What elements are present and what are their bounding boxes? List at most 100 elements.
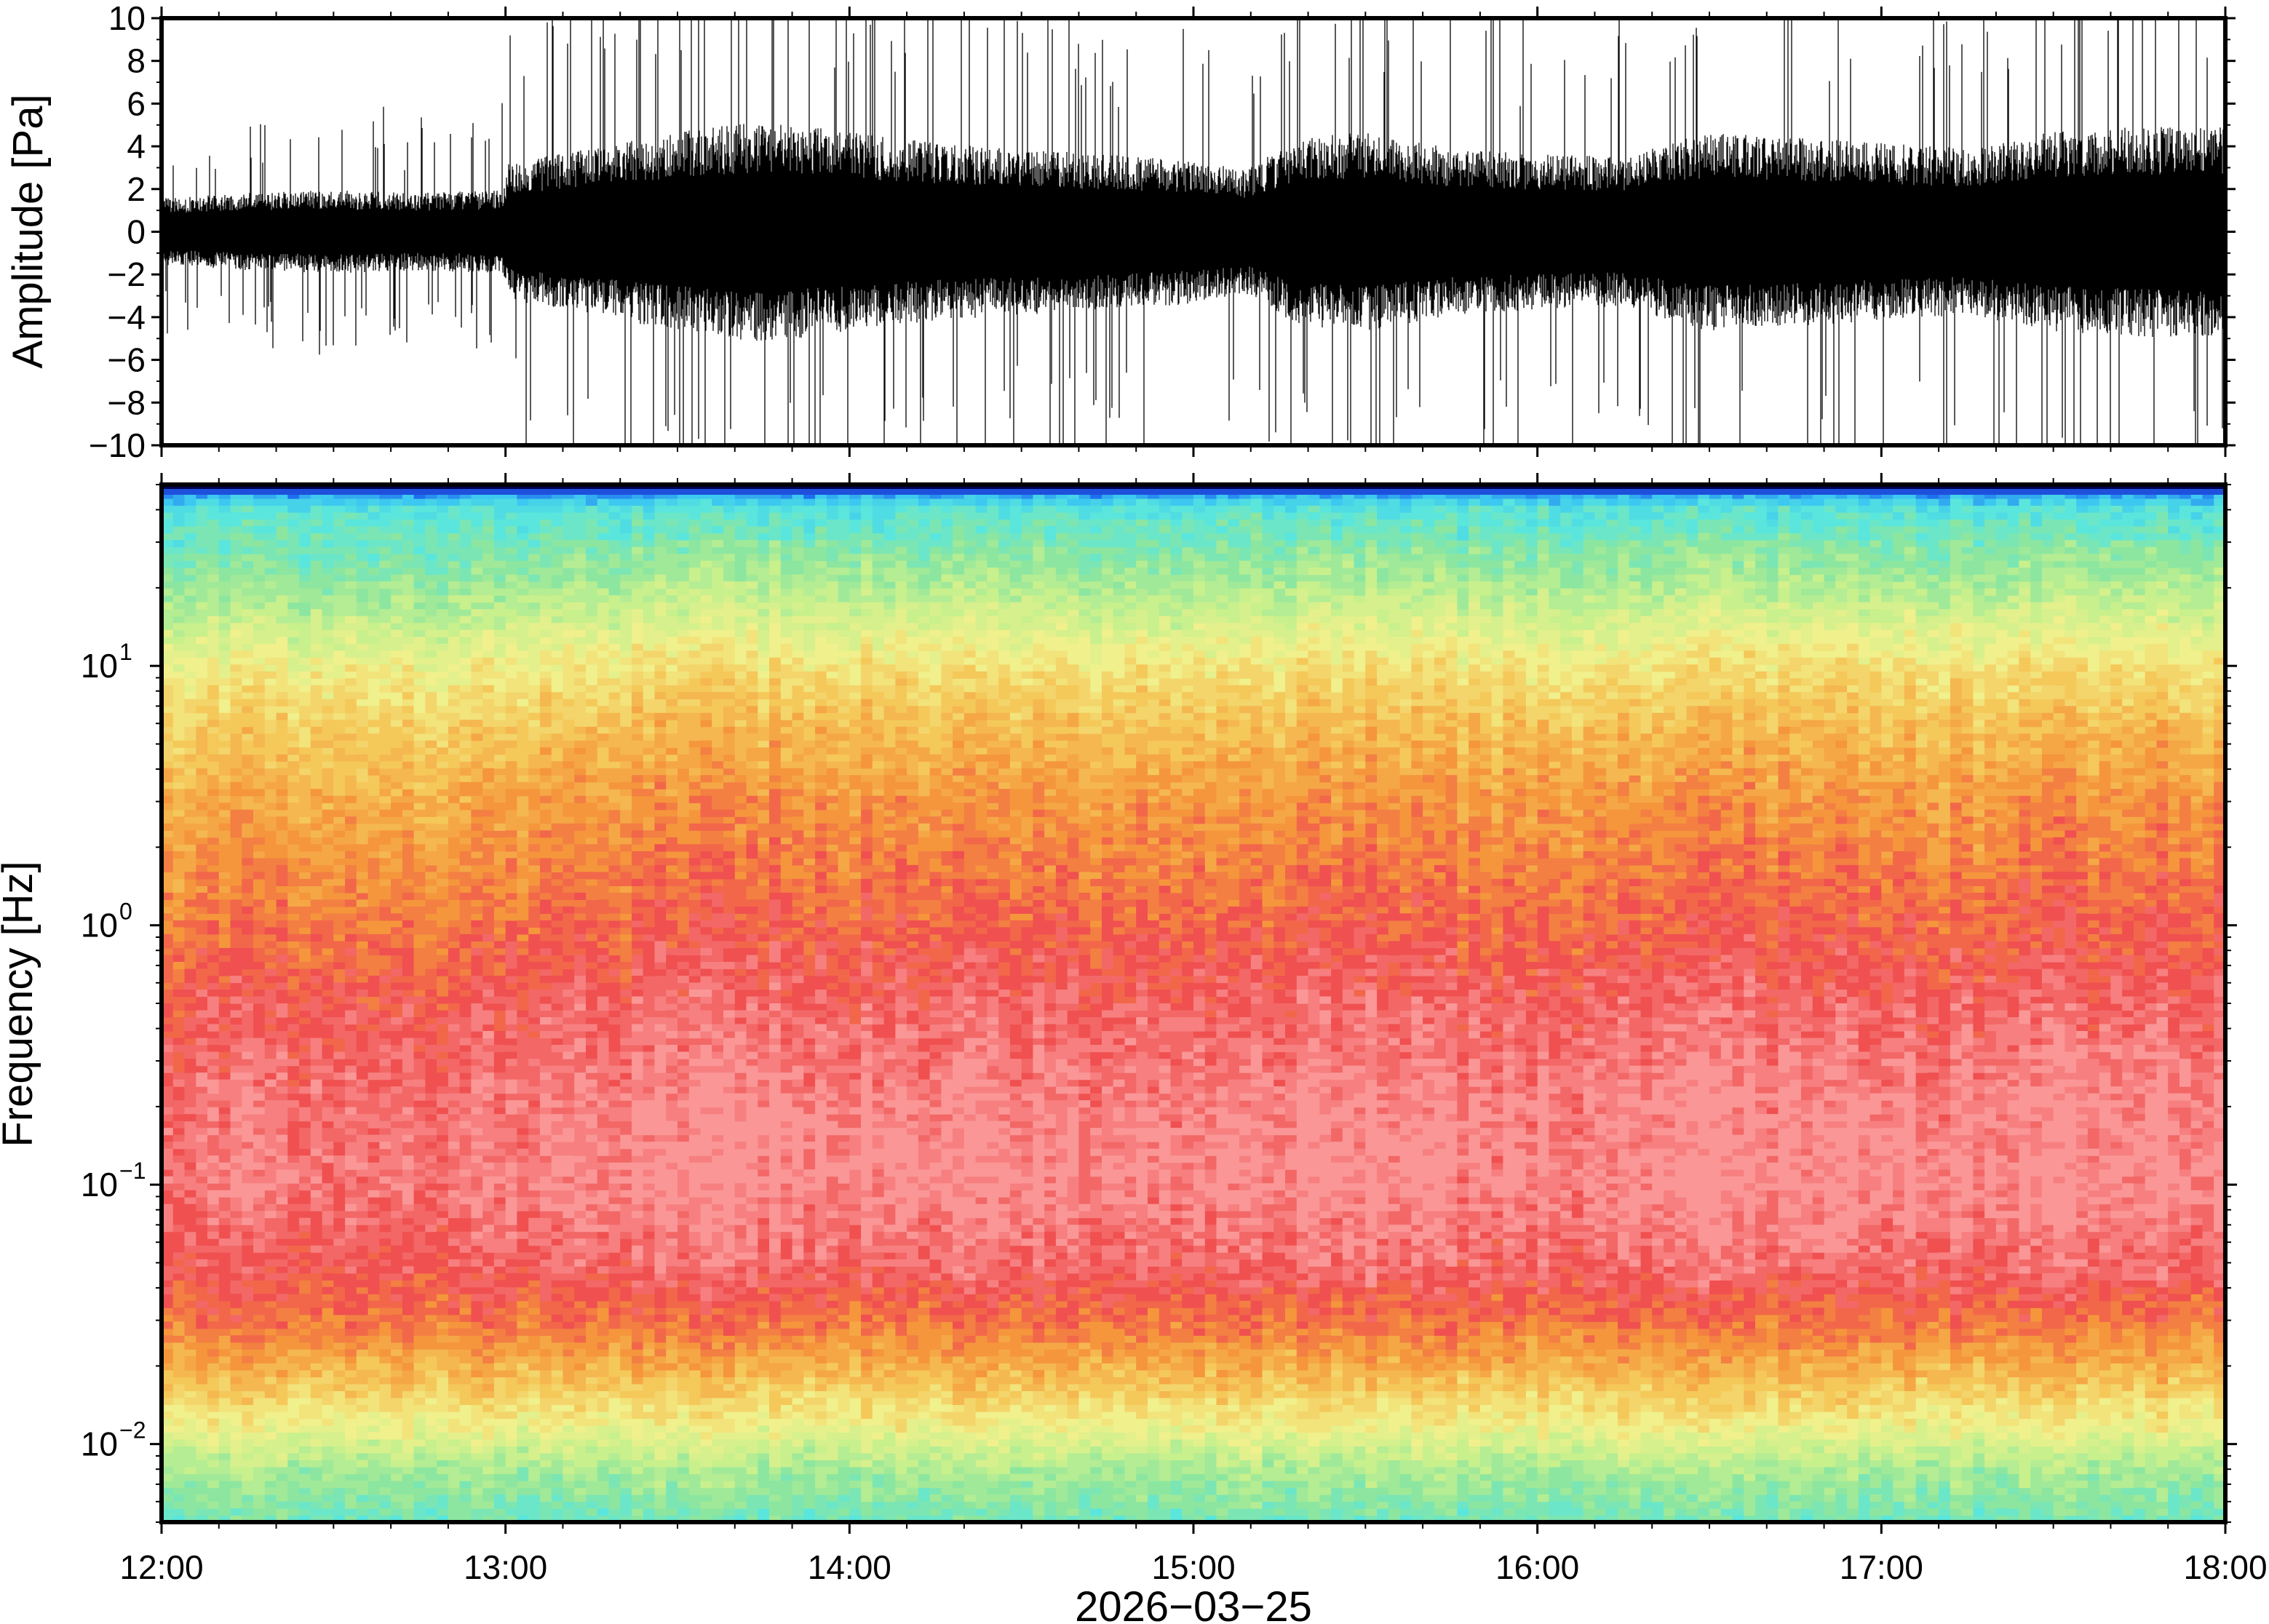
spectrogram-cell: [2214, 588, 2225, 624]
spectrogram-cell: [1824, 498, 1836, 506]
spectrogram-cell: [402, 519, 415, 568]
spectrogram-cell: [2076, 546, 2089, 562]
spectrogram-cell: [1618, 505, 1630, 534]
spectrogram-cell: [2076, 505, 2089, 513]
spectrogram-cell: [1778, 1003, 1790, 1260]
spectrogram-cell: [2179, 1024, 2192, 1253]
spectrogram-cell: [758, 858, 770, 1315]
spectrogram-cell: [666, 899, 678, 970]
spectrogram-cell: [918, 775, 931, 831]
spectrogram-cell: [517, 789, 529, 1357]
spectrogram-cell: [1904, 781, 1917, 1343]
spectrogram-cell: [1262, 809, 1274, 1329]
spectrogram-cell: [1457, 1121, 1469, 1163]
spectrogram-cell: [1239, 1065, 1252, 1253]
spectrogram-cell: [632, 505, 644, 534]
spectrogram-cell: [1869, 512, 1882, 520]
spectrogram-cell: [551, 789, 564, 872]
spectrogram-cell: [1009, 505, 1022, 534]
spectrogram-cell: [608, 505, 621, 541]
spectrogram-cell: [918, 955, 931, 1281]
spectrogram-cell: [1789, 678, 1802, 755]
spectrogram-cell: [1618, 976, 1630, 1233]
spectrogram-cell: [998, 1003, 1011, 1294]
spectrogram-cell: [1583, 498, 1596, 520]
spectrogram-cell: [333, 650, 346, 665]
spectrogram-cell: [379, 947, 392, 1274]
spectrogram-cell: [333, 685, 346, 714]
spectrogram-cell: [734, 595, 747, 603]
spectrogram-cell: [2214, 1473, 2225, 1481]
spectrogram-cell: [333, 498, 346, 506]
spectrogram-cell: [1995, 858, 2008, 1336]
y-tick-label: −2: [108, 255, 146, 293]
spectrogram-cell: [1732, 1010, 1744, 1274]
spectrogram-cell: [1182, 837, 1194, 1329]
spectrogram-cell: [1308, 519, 1320, 527]
spectrogram-cell: [1869, 878, 1882, 1343]
spectrogram-cell: [1801, 803, 1813, 1343]
spectrogram-cell: [2019, 803, 2031, 1329]
y-tick-label: 4: [127, 127, 146, 165]
spectrogram-cell: [1640, 505, 1653, 520]
spectrogram-cell: [1170, 1128, 1183, 1163]
spectrogram-cell: [276, 864, 288, 1308]
spectrogram-cell: [1766, 540, 1779, 582]
spectrogram-cell: [1525, 1086, 1538, 1225]
spectrogram-cell: [391, 1183, 403, 1191]
spectrogram-cell: [998, 574, 1011, 603]
spectrogram-cell: [643, 512, 656, 520]
spectrogram-cell: [1273, 623, 1286, 637]
spectrogram-cell: [2053, 899, 2066, 1308]
spectrogram-cell: [1537, 588, 1550, 631]
spectrogram-cell: [264, 505, 277, 534]
spectrogram-cell: [574, 1501, 587, 1509]
spectrogram-cell: [1434, 498, 1447, 506]
spectrogram-cell: [861, 519, 873, 527]
spectrogram-cell: [677, 1051, 690, 1205]
spectrogram-cell: [1984, 809, 1997, 1343]
spectrogram-cell: [1354, 568, 1366, 596]
spectrogram-cell: [620, 1093, 632, 1198]
spectrogram-cell: [367, 623, 380, 645]
spectrogram-cell: [2122, 1487, 2134, 1495]
spectrogram-cell: [1755, 533, 1768, 541]
spectrogram-cell: [493, 803, 506, 1357]
spectrogram-cell: [1915, 913, 1928, 1308]
spectrogram-cell: [597, 1100, 610, 1233]
spectrogram-cell: [379, 498, 392, 506]
spectrogram-cell: [2019, 657, 2031, 1406]
spectrogram-cell: [1674, 637, 1688, 645]
spectrogram-cell: [1766, 505, 1779, 527]
spectrogram-cell: [1583, 1038, 1596, 1225]
spectrogram-cell: [2110, 934, 2123, 1267]
spectrogram-cell: [367, 941, 380, 1294]
spectrogram-cell: [425, 864, 437, 1336]
spectrogram-cell: [1044, 1466, 1057, 1475]
spectrogram-cell: [677, 976, 690, 1267]
spectrogram-cell: [1640, 1100, 1653, 1205]
spectrogram-cell: [1411, 803, 1423, 1343]
spectrogram-cell: [792, 976, 804, 1246]
spectrogram-cell: [1812, 913, 1825, 1315]
spectrogram-cell: [2134, 768, 2146, 1336]
spectrogram-cell: [1961, 498, 1974, 506]
spectrogram-cell: [1136, 789, 1148, 1336]
spectrogram-cell: [2041, 927, 2054, 1294]
spectrogram-cell: [1423, 1024, 1435, 1239]
spectrogram-cell: [253, 498, 266, 506]
spectrogram-cell: [1549, 505, 1561, 527]
spectrogram-cell: [1583, 809, 1596, 1329]
spectrogram-cell: [1939, 899, 1951, 1308]
spectrogram-cell: [632, 920, 644, 1315]
spectrogram-cell: [1732, 781, 1744, 831]
spectrogram-cell: [1009, 1059, 1022, 1267]
spectrogram-cell: [1744, 491, 1756, 506]
spectrogram-cell: [528, 830, 541, 1336]
spectrogram-cell: [563, 982, 575, 1281]
spectrogram-cell: [1961, 505, 1974, 513]
spectrogram-cell: [230, 976, 242, 1246]
spectrogram-cell: [1377, 498, 1389, 506]
